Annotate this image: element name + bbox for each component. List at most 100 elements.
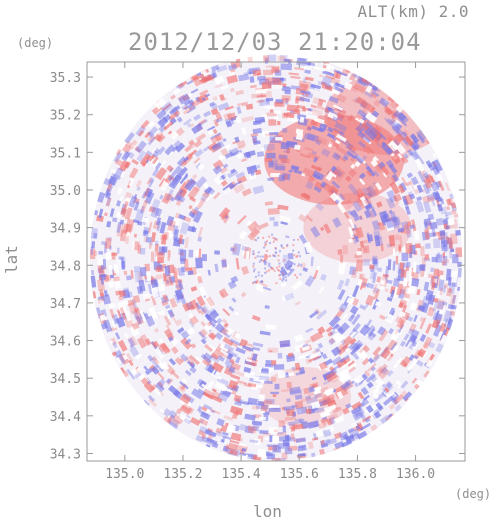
radar-cell	[200, 338, 207, 345]
radar-cell	[403, 333, 410, 341]
radar-cell	[349, 209, 358, 217]
radar-cell	[378, 314, 386, 321]
radar-cell	[249, 174, 257, 180]
radar-cell	[351, 401, 362, 411]
radar-cell	[307, 175, 315, 183]
radar-cell	[148, 242, 152, 249]
radar-cell	[105, 197, 112, 207]
radar-cell	[395, 379, 402, 386]
radar-cell	[354, 160, 361, 168]
radar-cell	[211, 145, 217, 150]
radar-cell	[399, 262, 405, 271]
center-speckle	[296, 254, 299, 257]
radar-cell	[334, 86, 344, 93]
radar-cell	[219, 390, 230, 399]
radar-cell	[175, 198, 183, 207]
radar-cell	[229, 449, 239, 456]
center-speckle	[282, 276, 285, 279]
radar-cell	[134, 372, 142, 379]
radar-cell	[143, 381, 156, 393]
radar-cell	[343, 155, 349, 161]
radar-cell	[133, 201, 140, 211]
radar-cell	[154, 148, 160, 154]
center-speckle	[292, 238, 295, 241]
radar-cell	[118, 295, 124, 301]
radar-cell	[120, 203, 127, 215]
radar-cell	[116, 221, 122, 233]
radar-cell	[266, 453, 276, 460]
radar-cell	[358, 273, 366, 280]
radar-cell	[431, 159, 443, 173]
radar-cell	[307, 386, 316, 393]
radar-cell	[264, 304, 270, 309]
radar-cell	[180, 266, 186, 273]
center-speckle	[282, 247, 285, 250]
radar-cell	[277, 204, 289, 211]
radar-cell	[320, 439, 326, 446]
radar-cell	[448, 287, 452, 292]
radar-cell	[198, 328, 208, 338]
radar-cell	[164, 174, 174, 184]
radar-cell	[188, 313, 198, 325]
radar-cell	[332, 323, 340, 331]
radar-cell	[422, 172, 430, 180]
radar-cell	[132, 310, 140, 320]
radar-cell	[182, 154, 194, 166]
radar-cell	[337, 322, 350, 335]
radar-cell	[440, 328, 447, 341]
radar-cell	[177, 195, 186, 203]
radar-cell	[179, 221, 190, 235]
radar-cell	[288, 169, 293, 173]
radar-cell	[222, 431, 229, 436]
radar-cell	[235, 257, 240, 270]
radar-cell	[352, 352, 360, 360]
radar-cell	[320, 442, 329, 448]
radar-cell	[144, 191, 155, 205]
radar-cell	[372, 393, 379, 400]
radar-cell	[439, 287, 444, 296]
radar-cell	[167, 336, 174, 343]
radar-cell	[310, 83, 322, 90]
center-speckle	[293, 263, 296, 266]
radar-cell	[309, 351, 322, 360]
radar-cell	[270, 173, 281, 177]
radar-cell	[331, 356, 343, 366]
radar-cell	[330, 368, 338, 376]
radar-cell	[97, 254, 104, 265]
radar-cell	[351, 313, 361, 326]
center-speckle	[254, 275, 257, 278]
radar-cell	[168, 250, 171, 258]
radar-cell	[369, 268, 376, 280]
radar-cell	[338, 346, 349, 356]
radar-cell	[372, 284, 378, 295]
radar-cell	[151, 355, 160, 365]
radar-cell	[413, 229, 420, 241]
radar-cell	[290, 164, 300, 171]
radar-cell	[201, 406, 208, 412]
radar-cell	[322, 64, 327, 69]
radar-cell	[397, 116, 408, 127]
center-speckle	[286, 244, 289, 247]
radar-cell	[129, 346, 140, 358]
radar-cell	[175, 289, 185, 299]
radar-cell	[304, 337, 315, 345]
radar-cell	[395, 143, 407, 155]
radar-cell	[203, 110, 212, 118]
center-speckle	[256, 255, 259, 258]
radar-cell	[322, 392, 335, 403]
radar-cell	[154, 207, 163, 217]
radar-cell	[335, 385, 344, 393]
radar-cell	[159, 221, 167, 234]
radar-cell	[124, 191, 132, 200]
radar-cell	[366, 324, 376, 336]
radar-cell	[270, 391, 279, 395]
radar-cell	[392, 261, 396, 271]
radar-cell	[365, 302, 370, 308]
radar-cell	[144, 367, 153, 376]
center-speckle	[295, 256, 298, 259]
radar-cell	[407, 364, 414, 372]
radar-cell	[249, 84, 257, 89]
radar-cell	[140, 333, 151, 346]
radar-cell	[281, 293, 293, 302]
radar-cell	[366, 170, 373, 177]
